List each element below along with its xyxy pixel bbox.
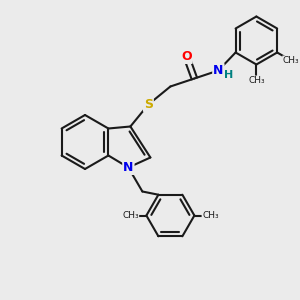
Text: CH₃: CH₃ <box>122 211 139 220</box>
Text: N: N <box>123 161 134 174</box>
Text: CH₃: CH₃ <box>202 211 219 220</box>
Text: N: N <box>213 64 224 77</box>
Text: CH₃: CH₃ <box>248 76 265 85</box>
Text: O: O <box>181 50 192 63</box>
Text: CH₃: CH₃ <box>283 56 299 65</box>
Text: H: H <box>224 70 233 80</box>
Text: S: S <box>144 98 153 111</box>
